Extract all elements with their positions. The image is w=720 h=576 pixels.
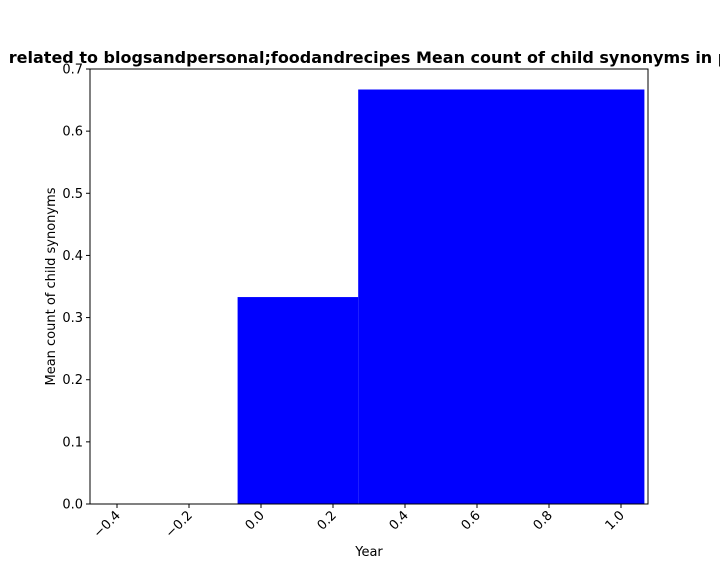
x-axis-label: Year [354, 545, 383, 560]
y-axis-ticks: 0.0 0.1 0.2 0.3 0.4 0.5 0.6 0.7 [62, 63, 90, 513]
x-tick-label: 0.0 [243, 508, 268, 533]
y-tick-label: 0.7 [62, 63, 83, 78]
x-axis-ticks: −0.4 −0.2 0.0 0.2 0.4 0.6 0.8 1.0 [91, 504, 628, 541]
bars-layer [237, 89, 645, 504]
y-tick-label: 0.5 [62, 187, 83, 202]
y-tick-label: 0.4 [62, 249, 83, 264]
bar-0 [237, 297, 359, 504]
y-tick-label: 0.1 [62, 435, 83, 450]
x-tick-label: −0.4 [91, 508, 124, 541]
chart-title: related to blogsandpersonal;foodandrecip… [9, 48, 720, 67]
x-tick-label: 0.2 [315, 508, 340, 533]
y-tick-label: 0.6 [62, 125, 83, 140]
x-tick-label: 0.8 [531, 508, 556, 533]
x-tick-label: 0.4 [387, 508, 412, 533]
plot-area-frame [89, 68, 649, 505]
x-tick-label: 0.6 [459, 508, 484, 533]
y-tick-label: 0.3 [62, 311, 83, 326]
x-tick-label: 1.0 [603, 508, 628, 533]
y-tick-label: 0.0 [62, 498, 83, 513]
x-tick-label: −0.2 [163, 508, 196, 541]
bar-1 [358, 89, 645, 504]
y-axis-label: Mean count of child synonyms [44, 187, 59, 385]
y-tick-label: 0.2 [62, 373, 83, 388]
